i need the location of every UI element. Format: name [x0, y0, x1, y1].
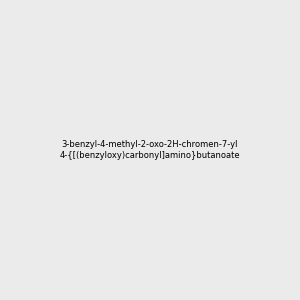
- Text: 3-benzyl-4-methyl-2-oxo-2H-chromen-7-yl 4-{[(benzyloxy)carbonyl]amino}butanoate: 3-benzyl-4-methyl-2-oxo-2H-chromen-7-yl …: [60, 140, 240, 160]
